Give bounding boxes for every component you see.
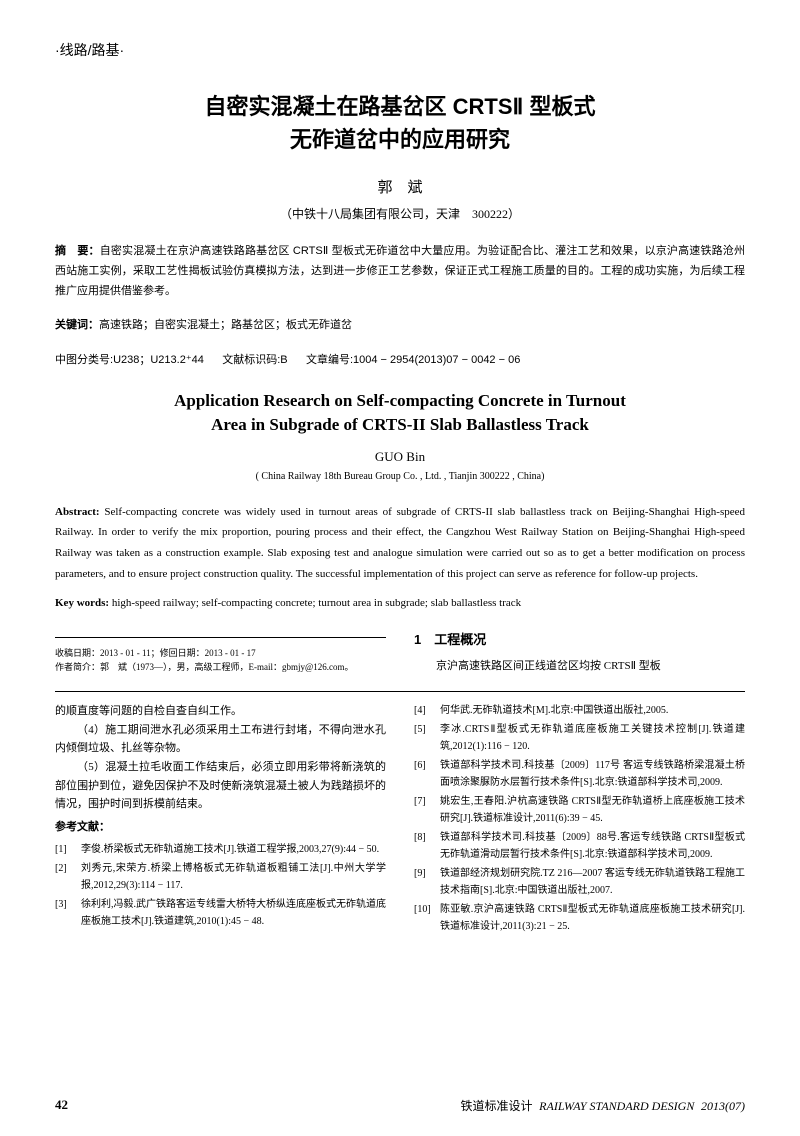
ref-num: [3] [55, 896, 81, 930]
p3: （5）混凝土拉毛收面工作结束后，必须立即用彩带将新浇筑的部位围护到位，避免因保护… [55, 758, 386, 814]
manuscript-receive: 收稿日期：2013 - 01 - 11；修回日期：2013 - 01 - 17 [55, 646, 386, 660]
affiliation-cn: （中铁十八局集团有限公司，天津 300222） [55, 205, 745, 222]
ref-text: 何华武.无砟轨道技术[M].北京:中国铁道出版社,2005. [440, 702, 745, 719]
ref-item: [6]铁道部科学技术司.科技基〔2009〕117号 客运专线铁路桥梁混凝土桥面喷… [414, 757, 745, 791]
keywords-cn-label: 关键词： [55, 319, 99, 331]
journal-footer: 铁道标准设计 RAILWAY STANDARD DESIGN 2013(07) [460, 1097, 745, 1114]
refs-label: 参考文献： [55, 818, 386, 837]
abstract-en: Abstract: Self-compacting concrete was w… [55, 502, 745, 586]
section-header: ·线路/路基· [55, 40, 745, 60]
ref-item: [4]何华武.无砟轨道技术[M].北京:中国铁道出版社,2005. [414, 702, 745, 719]
keywords-en-text: high-speed railway; self-compacting conc… [109, 597, 521, 609]
ref-text: 姚宏生,王春阳.沪杭高速铁路 CRTSⅡ型无砟轨道桥上底座板施工技术研究[J].… [440, 793, 745, 827]
ref-num: [10] [414, 901, 440, 935]
full-divider [55, 691, 745, 692]
refs-right: [4]何华武.无砟轨道技术[M].北京:中国铁道出版社,2005.[5]李冰.C… [414, 702, 745, 935]
ref-text: 铁道部科学技术司.科技基〔2009〕117号 客运专线铁路桥梁混凝土桥面喷涂聚脲… [440, 757, 745, 791]
title-en: Application Research on Self-compacting … [55, 389, 745, 437]
title-en-line1: Application Research on Self-compacting … [55, 389, 745, 413]
prev-article-text: 的顺直度等问题的自检自查自纠工作。 （4）施工期间泄水孔必须采用土工布进行封堵，… [55, 702, 386, 814]
divider-line [55, 637, 386, 638]
classif-label: 中图分类号: [55, 354, 113, 366]
classification-line: 中图分类号:U238；U213.2⁺44 文献标识码:B 文章编号:1004 −… [55, 351, 745, 371]
abstract-en-text: Self-compacting concrete was widely used… [55, 506, 745, 581]
affiliation-en: ( China Railway 18th Bureau Group Co. , … [55, 471, 745, 482]
abstract-cn: 摘 要：自密实混凝土在京沪高速铁路路基岔区 CRTSⅡ 型板式无砟道岔中大量应用… [55, 242, 745, 301]
abstract-en-label: Abstract: [55, 506, 100, 518]
ref-text: 铁道部经济规划研究院.TZ 216—2007 客运专线无砟轨道铁路工程施工技术指… [440, 865, 745, 899]
ref-num: [6] [414, 757, 440, 791]
ref-item: [2]刘秀元,宋荣方.桥梁上博格板式无砟轨道板粗铺工法[J].中州大学学报,20… [55, 860, 386, 894]
right-col-top: 1 工程概况 京沪高速铁路区间正线道岔区均按 CRTSⅡ 型板 [414, 629, 745, 681]
keywords-en: Key words: high-speed railway; self-comp… [55, 593, 745, 614]
journal-cn: 铁道标准设计 [460, 1099, 532, 1113]
ref-item: [10]陈亚敏.京沪高速铁路 CRTSⅡ型板式无砟轨道底座板施工技术研究[J].… [414, 901, 745, 935]
section1-title: 1 工程概况 [414, 629, 745, 651]
author-cn: 郭 斌 [55, 176, 745, 197]
ref-item: [1]李俊.桥梁板式无砟轨道施工技术[J].铁道工程学报,2003,27(9):… [55, 841, 386, 858]
ref-num: [5] [414, 721, 440, 755]
section1-p: 京沪高速铁路区间正线道岔区均按 CRTSⅡ 型板 [414, 657, 745, 676]
title-cn-line1: 自密实混凝土在路基岔区 CRTSⅡ 型板式 [55, 90, 745, 123]
ref-item: [8]铁道部科学技术司.科技基〔2009〕88号.客运专线铁路 CRTSⅡ型板式… [414, 829, 745, 863]
page-number: 42 [55, 1097, 68, 1114]
doc-code: B [280, 354, 287, 366]
keywords-cn: 关键词：高速铁路；自密实混凝土；路基岔区；板式无砟道岔 [55, 316, 745, 336]
ref-num: [8] [414, 829, 440, 863]
ref-text: 陈亚敏.京沪高速铁路 CRTSⅡ型板式无砟轨道底座板施工技术研究[J].铁道标准… [440, 901, 745, 935]
columns-row1: 收稿日期：2013 - 01 - 11；修回日期：2013 - 01 - 17 … [55, 629, 745, 681]
ref-num: [2] [55, 860, 81, 894]
ref-item: [7]姚宏生,王春阳.沪杭高速铁路 CRTSⅡ型无砟轨道桥上底座板施工技术研究[… [414, 793, 745, 827]
ref-num: [1] [55, 841, 81, 858]
title-cn-line2: 无砟道岔中的应用研究 [55, 123, 745, 156]
keywords-cn-text: 高速铁路；自密实混凝土；路基岔区；板式无砟道岔 [99, 319, 352, 331]
right-col-bottom: [4]何华武.无砟轨道技术[M].北京:中国铁道出版社,2005.[5]李冰.C… [414, 702, 745, 937]
ref-text: 刘秀元,宋荣方.桥梁上博格板式无砟轨道板粗铺工法[J].中州大学学报,2012,… [81, 860, 386, 894]
left-col-top: 收稿日期：2013 - 01 - 11；修回日期：2013 - 01 - 17 … [55, 629, 386, 681]
article-no: 1004 − 2954(2013)07 − 0042 − 06 [353, 354, 520, 366]
classif: U238；U213.2⁺44 [113, 354, 204, 366]
ref-num: [7] [414, 793, 440, 827]
ref-num: [4] [414, 702, 440, 719]
doc-code-label: 文献标识码: [222, 354, 280, 366]
ref-item: [3]徐利利,冯毅.武广铁路客运专线雷大桥特大桥纵连底座板式无砟轨道底座板施工技… [55, 896, 386, 930]
ref-item: [9]铁道部经济规划研究院.TZ 216—2007 客运专线无砟轨道铁路工程施工… [414, 865, 745, 899]
left-col-bottom: 的顺直度等问题的自检自查自纠工作。 （4）施工期间泄水孔必须采用土工布进行封堵，… [55, 702, 386, 937]
section1-body: 京沪高速铁路区间正线道岔区均按 CRTSⅡ 型板 [414, 657, 745, 676]
ref-text: 徐利利,冯毅.武广铁路客运专线雷大桥特大桥纵连底座板式无砟轨道底座板施工技术[J… [81, 896, 386, 930]
abstract-cn-text: 自密实混凝土在京沪高速铁路路基岔区 CRTSⅡ 型板式无砟道岔中大量应用。为验证… [55, 245, 745, 297]
p1: 的顺直度等问题的自检自查自纠工作。 [55, 705, 242, 717]
abstract-cn-label: 摘 要： [55, 245, 100, 257]
ref-item: [5]李冰.CRTSⅡ型板式无砟轨道底座板施工关键技术控制[J].铁道建筑,20… [414, 721, 745, 755]
refs-left: [1]李俊.桥梁板式无砟轨道施工技术[J].铁道工程学报,2003,27(9):… [55, 841, 386, 930]
manuscript-author: 作者简介：郭 斌（1973—），男，高级工程师，E-mail：gbmjy@126… [55, 660, 386, 674]
issue: 2013(07) [701, 1099, 745, 1113]
ref-text: 李俊.桥梁板式无砟轨道施工技术[J].铁道工程学报,2003,27(9):44 … [81, 841, 386, 858]
ref-text: 李冰.CRTSⅡ型板式无砟轨道底座板施工关键技术控制[J].铁道建筑,2012(… [440, 721, 745, 755]
title-cn: 自密实混凝土在路基岔区 CRTSⅡ 型板式 无砟道岔中的应用研究 [55, 90, 745, 156]
title-en-line2: Area in Subgrade of CRTS-II Slab Ballast… [55, 413, 745, 437]
ref-text: 铁道部科学技术司.科技基〔2009〕88号.客运专线铁路 CRTSⅡ型板式无砟轨… [440, 829, 745, 863]
journal-en: RAILWAY STANDARD DESIGN [539, 1099, 694, 1113]
ref-num: [9] [414, 865, 440, 899]
article-no-label: 文章编号: [306, 354, 353, 366]
columns-row2: 的顺直度等问题的自检自查自纠工作。 （4）施工期间泄水孔必须采用土工布进行封堵，… [55, 702, 745, 937]
author-en: GUO Bin [55, 449, 745, 465]
footer: 42 铁道标准设计 RAILWAY STANDARD DESIGN 2013(0… [55, 1097, 745, 1114]
keywords-en-label: Key words: [55, 597, 109, 609]
manuscript-info: 收稿日期：2013 - 01 - 11；修回日期：2013 - 01 - 17 … [55, 646, 386, 675]
p2: （4）施工期间泄水孔必须采用土工布进行封堵，不得向泄水孔内倾倒垃圾、扎丝等杂物。 [55, 721, 386, 758]
